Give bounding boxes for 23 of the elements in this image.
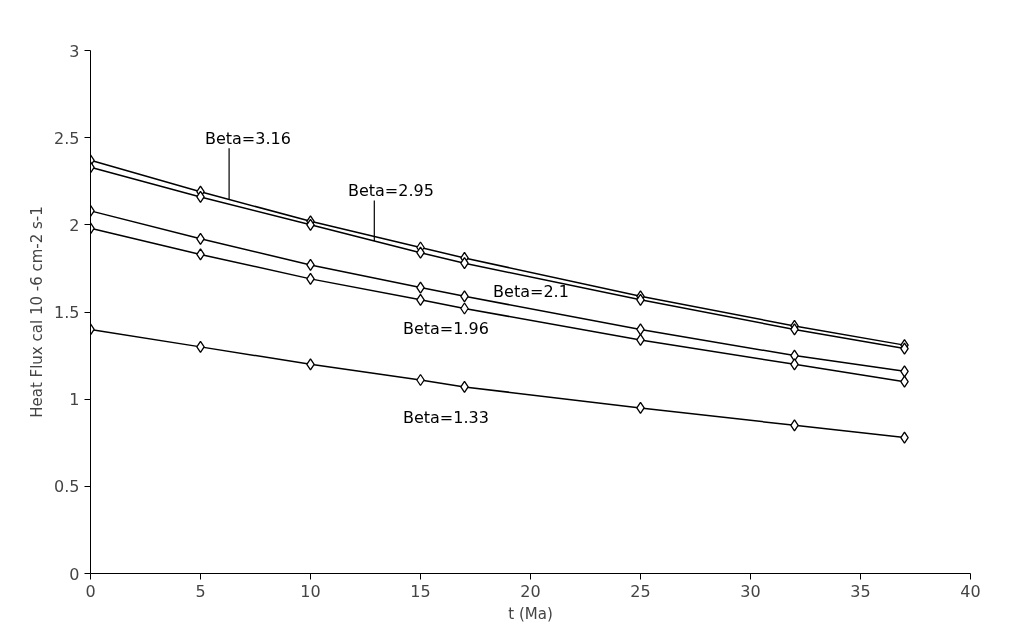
x-axis-title: t (Ma) <box>508 604 553 623</box>
y-tick-label: 0 <box>69 564 80 584</box>
x-tick-label: 0 <box>85 581 96 601</box>
y-tick-label: 0.5 <box>54 477 80 497</box>
y-tick-label: 2 <box>69 215 80 235</box>
x-tick-label: 15 <box>410 581 431 601</box>
x-tick-label: 5 <box>195 581 206 601</box>
x-tick-label: 30 <box>740 581 761 601</box>
y-tick-label: 2.5 <box>54 128 80 148</box>
x-tick-label: 35 <box>850 581 871 601</box>
x-tick-label: 25 <box>630 581 651 601</box>
text: Beta=2.95 <box>347 181 434 201</box>
x-tick-label: 10 <box>300 581 321 601</box>
y-axis-title: Heat Flux cal 10 -6 cm-2 s-1 <box>28 206 47 418</box>
series-label: Beta=1.33 <box>402 408 489 428</box>
y-tick-label: 1.5 <box>54 303 80 322</box>
y-tick-label: 3 <box>69 41 80 61</box>
series-label: Beta=1.96 <box>402 319 489 339</box>
y-tick-label: 1 <box>69 390 80 410</box>
series-label: Beta=2.1 <box>493 281 569 301</box>
x-tick-label: 20 <box>520 581 541 601</box>
x-tick-label: 40 <box>960 581 981 601</box>
text: Beta=3.16 <box>204 129 291 149</box>
